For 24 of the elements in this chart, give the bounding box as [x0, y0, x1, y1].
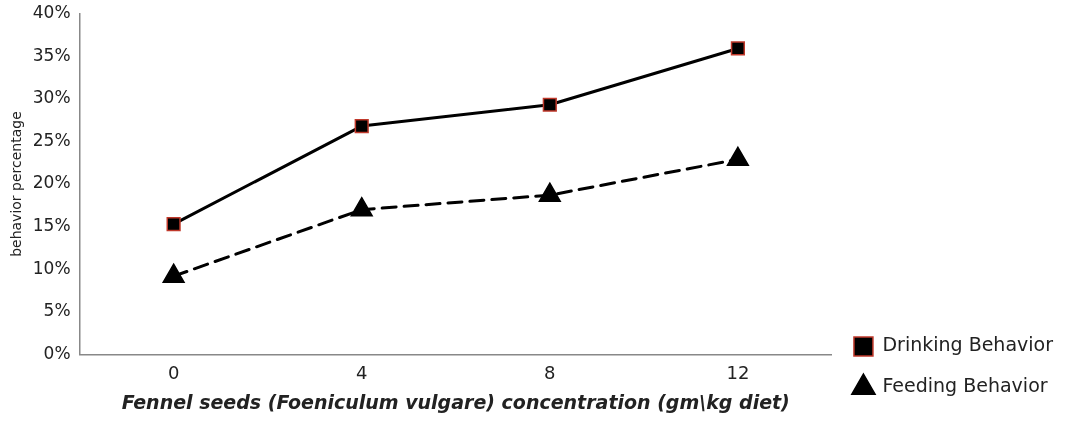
legend-label: Drinking Behavior — [882, 333, 1054, 356]
x-tick-label: 12 — [726, 362, 750, 384]
x-tick-label: 4 — [355, 362, 368, 384]
point — [542, 97, 557, 112]
point — [730, 41, 746, 56]
y-tick-label: 5% — [43, 300, 71, 321]
legend-label: Feeding Behavior — [882, 374, 1048, 397]
x-tick-label: 0 — [167, 362, 180, 384]
point — [354, 118, 369, 134]
y-tick-label: 30% — [32, 87, 71, 108]
y-tick-label: 20% — [32, 172, 71, 193]
point — [538, 182, 561, 202]
x-axis-title: Fennel seeds (Foeniculum vulgare) concentration (gm\kg diet) — [121, 390, 790, 413]
y-tick-label: 10% — [32, 257, 71, 278]
x-tick-label: 8 — [544, 362, 556, 384]
y-axis-title: behavior percentage — [8, 111, 25, 257]
y-tick-label: 35% — [32, 44, 71, 65]
point — [726, 146, 750, 167]
point — [162, 263, 185, 283]
y-tick-label: 0% — [43, 343, 71, 364]
y-tick-label: 25% — [32, 129, 71, 150]
point — [350, 196, 373, 217]
y-tick-label: 15% — [32, 215, 71, 236]
y-tick-label: 40% — [32, 1, 71, 22]
